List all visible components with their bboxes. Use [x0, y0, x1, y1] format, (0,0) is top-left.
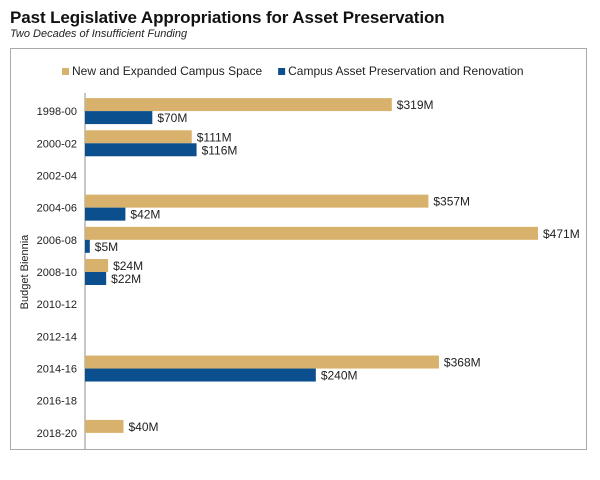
data-label: $357M [433, 195, 470, 209]
y-tick-label: 2016-18 [37, 396, 77, 408]
bar-new-space [85, 226, 538, 240]
data-label: $5M [95, 240, 118, 254]
y-tick-label: 2000-02 [37, 138, 77, 150]
data-label: $40M [128, 420, 158, 434]
data-label: $368M [444, 356, 481, 370]
data-label: $319M [397, 98, 434, 112]
data-label: $70M [157, 111, 187, 125]
chart-frame [10, 48, 587, 450]
y-tick-label: 2008-10 [37, 267, 77, 279]
legend-label-2: Campus Asset Preservation and Renovation [288, 64, 523, 78]
bar-new-space [85, 194, 429, 208]
y-axis-title: Budget Biennia [19, 234, 31, 309]
bar-new-space [85, 98, 392, 112]
legend-label-1: New and Expanded Campus Space [72, 64, 262, 78]
y-tick-label: 2012-14 [37, 331, 77, 343]
data-label: $471M [543, 227, 580, 241]
data-label: $42M [130, 208, 160, 222]
data-label: $116M [202, 143, 238, 157]
bar-preservation [85, 272, 107, 285]
y-tick-label: 2010-12 [37, 299, 77, 311]
bar-preservation [85, 207, 126, 221]
bar-new-space [85, 419, 124, 433]
y-tick-label: 2018-20 [37, 428, 77, 440]
y-tick-label: 2006-08 [37, 235, 77, 247]
legend-swatch-1 [62, 68, 69, 75]
bar-new-space [85, 355, 439, 369]
chart-title: Past Legislative Appropriations for Asse… [10, 8, 445, 27]
bar-preservation [85, 143, 197, 157]
y-tick-label: 2002-04 [37, 170, 77, 182]
bar-preservation [85, 368, 316, 382]
bar-preservation [85, 111, 153, 125]
y-tick-label: 1998-00 [37, 106, 77, 118]
bar-preservation [85, 239, 90, 253]
bar-new-space [85, 259, 109, 272]
data-label: $22M [111, 272, 141, 286]
data-label: $24M [113, 259, 143, 273]
chart-subtitle: Two Decades of Insufficient Funding [10, 28, 188, 40]
bar-new-space [85, 130, 192, 144]
y-tick-label: 2004-06 [37, 203, 77, 215]
data-label: $240M [321, 369, 358, 383]
y-tick-label: 2014-16 [37, 364, 77, 376]
data-label: $111M [197, 130, 232, 144]
legend-swatch-2 [278, 68, 286, 75]
